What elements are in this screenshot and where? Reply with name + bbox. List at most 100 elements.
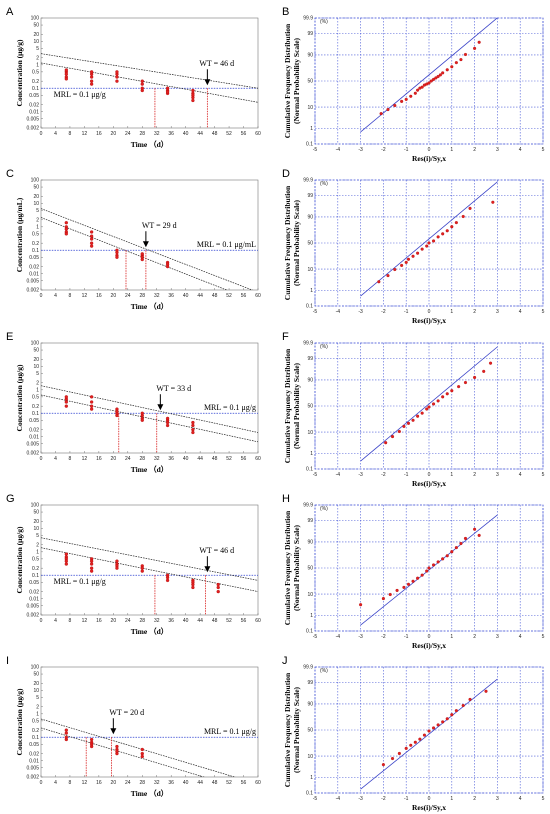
residual-point bbox=[409, 94, 413, 98]
plot-content bbox=[41, 53, 258, 128]
x-tick-label: 5 bbox=[542, 147, 545, 153]
y-tick-label: 50 bbox=[33, 185, 39, 191]
x-axis-label: Time （d） bbox=[131, 788, 169, 798]
mrl-label: MRL = 0.1 μg/g bbox=[204, 727, 256, 736]
residual-point bbox=[468, 206, 472, 210]
unit-label: (%) bbox=[320, 668, 328, 674]
data-point bbox=[115, 255, 119, 259]
panel-b: B (%) -5 -4 -3 -2 -1 0 1 2 3 4 5 99.9 99 90 50 10 1 0.1 Cumu… bbox=[282, 6, 545, 163]
y-tick-label: 20 bbox=[33, 681, 39, 687]
residual-point bbox=[436, 235, 440, 239]
residual-point bbox=[386, 274, 390, 278]
data-point bbox=[115, 744, 119, 749]
residual-point bbox=[445, 68, 449, 72]
data-point bbox=[64, 404, 68, 408]
x-tick-label: 16 bbox=[96, 780, 102, 786]
x-tick-label: -4 bbox=[336, 472, 341, 478]
residual-point bbox=[463, 536, 468, 540]
x-tick-label: 8 bbox=[69, 456, 72, 462]
data-point bbox=[89, 407, 94, 411]
y-tick-label: 0.002 bbox=[26, 451, 39, 457]
x-tick-label: 28 bbox=[139, 293, 145, 299]
residual-point bbox=[427, 81, 431, 85]
residual-point bbox=[436, 723, 440, 727]
x-tick-label: 0 bbox=[428, 147, 431, 153]
x-tick-label: 48 bbox=[212, 456, 218, 462]
data-point bbox=[89, 79, 94, 83]
y-tick-label: 5 bbox=[36, 695, 39, 701]
x-tick-label: 56 bbox=[241, 456, 247, 462]
panel-label: E bbox=[6, 331, 13, 343]
data-point bbox=[64, 400, 68, 404]
x-tick-label: 24 bbox=[125, 456, 131, 462]
residual-point bbox=[477, 40, 481, 44]
x-axis-label: Res(i)/Sy,x bbox=[412, 641, 446, 650]
x-tick-label: 24 bbox=[125, 131, 131, 137]
normal-reference-line bbox=[360, 514, 498, 626]
y-tick-label: 50 bbox=[33, 672, 39, 678]
data-point bbox=[165, 420, 170, 425]
data-point bbox=[64, 72, 68, 76]
x-tick-label: -4 bbox=[336, 309, 341, 315]
residual-point bbox=[468, 697, 472, 701]
x-tick-label: 1 bbox=[450, 309, 453, 315]
x-tick-label: -3 bbox=[358, 634, 363, 640]
x-tick-label: 48 bbox=[212, 293, 218, 299]
plot-area bbox=[40, 666, 259, 778]
x-tick-label: 2 bbox=[473, 472, 476, 478]
y-axis-label: Cumulative Frequency Distribution bbox=[283, 672, 292, 787]
x-tick-label: 2 bbox=[473, 796, 476, 802]
residual-point bbox=[411, 579, 415, 583]
residual-point bbox=[461, 703, 465, 708]
residual-point bbox=[457, 385, 461, 389]
residual-point bbox=[427, 566, 431, 570]
y-tick-label: 2 bbox=[36, 542, 39, 548]
x-tick-label: 36 bbox=[168, 131, 174, 137]
y-tick-label: 0.2 bbox=[32, 241, 39, 247]
plot-content bbox=[41, 385, 258, 453]
x-tick-label: -5 bbox=[313, 309, 318, 315]
residual-point bbox=[416, 576, 420, 580]
data-point bbox=[64, 559, 68, 563]
x-tick-label: 5 bbox=[542, 472, 545, 478]
x-tick-label: 16 bbox=[96, 293, 102, 299]
residual-point bbox=[432, 77, 436, 81]
x-tick-label: 28 bbox=[139, 780, 145, 786]
x-tick-label: 3 bbox=[496, 634, 499, 640]
x-tick-label: -2 bbox=[381, 472, 386, 478]
x-tick-label: 2 bbox=[473, 147, 476, 153]
panel-d: D (%) -5 -4 -3 -2 -1 0 1 2 3 4 5 99.9 99 90 50 10 1 0.1 Cumu… bbox=[282, 168, 545, 325]
mrl-label: MRL = 0.1 μg/g bbox=[54, 90, 106, 99]
y-tick-label: 1 bbox=[36, 388, 39, 394]
data-point bbox=[64, 232, 68, 236]
residual-point bbox=[404, 260, 408, 264]
plot-area bbox=[40, 179, 259, 291]
x-tick-label: 36 bbox=[168, 293, 174, 299]
plot-area bbox=[40, 17, 259, 129]
x-tick-label: 2 bbox=[473, 309, 476, 315]
x-tick-label: 1 bbox=[450, 796, 453, 802]
residual-point bbox=[386, 107, 390, 112]
data-point bbox=[64, 395, 68, 399]
residual-point bbox=[441, 557, 445, 561]
y-tick-label: 50 bbox=[307, 79, 313, 85]
y-tick-label: 0.01 bbox=[29, 109, 39, 115]
x-tick-label: 12 bbox=[82, 131, 88, 137]
x-tick-label: -1 bbox=[404, 472, 409, 478]
x-tick-label: 20 bbox=[111, 456, 117, 462]
y-tick-label: 1 bbox=[310, 613, 313, 619]
residual-point bbox=[409, 743, 413, 747]
x-tick-label: 4 bbox=[519, 634, 522, 640]
x-tick-label: -4 bbox=[336, 634, 341, 640]
x-tick-label: 4 bbox=[519, 796, 522, 802]
y-tick-label: 0.1 bbox=[306, 304, 313, 310]
y-tick-label: 0.02 bbox=[29, 102, 39, 108]
residual-point bbox=[441, 395, 445, 399]
y-axis-label: Concentration (μg/g) bbox=[15, 364, 24, 431]
residual-point bbox=[406, 257, 411, 261]
y-tick-label: 0.5 bbox=[32, 557, 39, 563]
data-point bbox=[64, 728, 68, 732]
x-tick-label: 4 bbox=[54, 293, 57, 299]
data-point bbox=[216, 589, 220, 594]
